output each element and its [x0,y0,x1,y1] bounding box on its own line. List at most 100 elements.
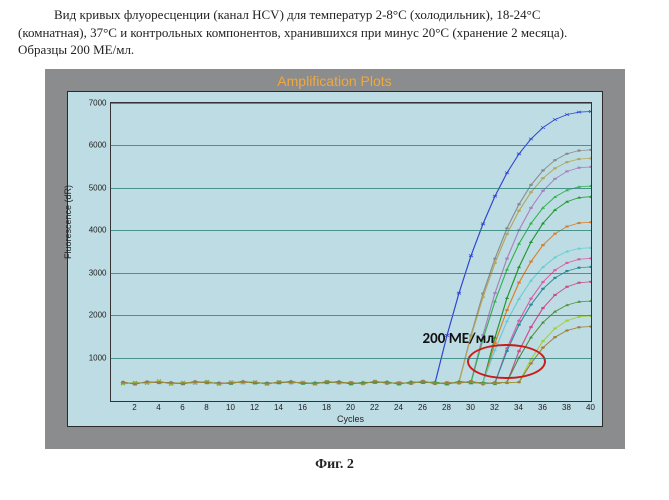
series-marker [133,382,137,384]
x-tick-label: 22 [370,403,379,412]
y-tick-label: 4000 [89,226,107,235]
grid-line [111,273,591,274]
series-marker [504,319,508,322]
series-marker [469,380,473,382]
series-marker [577,326,581,328]
series-marker [529,206,532,208]
series-marker [229,381,233,383]
series-marker [516,297,520,300]
series-marker [565,261,569,263]
x-tick-label: 12 [250,403,259,412]
series-marker [553,177,556,179]
y-tick-label: 2000 [89,311,107,320]
series-marker [301,381,305,383]
series-marker [528,222,532,225]
x-tick-label: 2 [132,403,136,412]
series-marker [265,382,269,384]
series-marker [289,381,293,383]
series-marker [349,381,353,383]
series-marker [589,165,591,167]
series-marker [528,137,532,140]
series-marker [517,323,521,325]
series-marker [541,177,545,179]
series-marker [577,158,581,160]
plot-area: Fluorescence (dR) Cycles 200 МЕ/мл 10002… [67,91,603,427]
series-marker [205,381,209,383]
series-marker [565,152,569,154]
x-tick-label: 28 [442,403,451,412]
series-marker [565,225,568,227]
series-marker [529,191,533,193]
y-tick-label: 5000 [89,183,107,192]
series-marker [541,189,544,191]
series-marker [589,325,591,327]
x-tick-label: 6 [180,403,184,412]
series-marker [505,309,508,311]
series-marker [313,382,317,384]
caption-line-3: Образцы 200 МЕ/мл. [18,42,134,57]
series-marker [541,244,544,246]
x-tick-label: 40 [586,403,595,412]
x-tick-label: 16 [298,403,307,412]
series-marker [325,380,329,382]
series-marker [553,269,557,271]
series-marker [157,380,161,382]
x-tick-label: 38 [562,403,571,412]
series-marker [253,381,257,383]
y-tick-label: 6000 [89,141,107,150]
grid-line [111,230,591,231]
caption-line-2: (комнатная), 37°C и контрольных компонен… [18,25,567,40]
series-marker [517,203,521,205]
series-marker [181,382,185,384]
x-tick-label: 32 [490,403,499,412]
series-marker [577,258,581,260]
x-tick-label: 10 [226,403,235,412]
series-marker [528,240,532,243]
grid-line [111,188,591,189]
series-marker [529,260,532,262]
x-tick-label: 30 [466,403,475,412]
series-marker [577,281,580,283]
series-marker [529,297,533,299]
series-marker [516,242,520,245]
series-marker [517,209,521,211]
series-marker [397,381,401,383]
series-marker [493,381,497,383]
chart-title: Amplification Plots [45,73,625,89]
x-tick-label: 4 [156,403,160,412]
series-marker [241,381,245,383]
series-marker [589,265,591,267]
grid-line [111,145,591,146]
series-marker [577,222,580,224]
series-marker [541,346,545,348]
series-marker [481,296,485,298]
series-marker [589,148,591,150]
series-marker [541,287,545,289]
series-line [123,111,591,384]
series-marker [481,383,485,385]
series-marker [553,159,557,161]
series-marker [505,257,508,259]
series-marker [516,265,520,268]
series-marker [373,380,377,382]
x-tick-label: 36 [538,403,547,412]
x-tick-label: 24 [394,403,403,412]
series-marker [145,381,149,383]
series-marker [589,157,591,159]
annotation-text: 200 МЕ/мл [423,330,495,348]
series-marker [504,296,508,299]
series-marker [217,382,221,384]
series-marker [553,294,556,296]
series-marker [553,336,557,338]
y-tick-label: 3000 [89,268,107,277]
series-marker [553,232,556,234]
series-marker [169,382,173,384]
series-marker [577,266,581,268]
series-marker [589,257,591,259]
series-marker [553,276,557,278]
series-marker [529,183,533,185]
chart-frame: Amplification Plots Fluorescence (dR) Cy… [45,69,625,449]
series-marker [505,227,509,229]
grid-line [111,103,591,104]
series-marker [433,382,437,384]
